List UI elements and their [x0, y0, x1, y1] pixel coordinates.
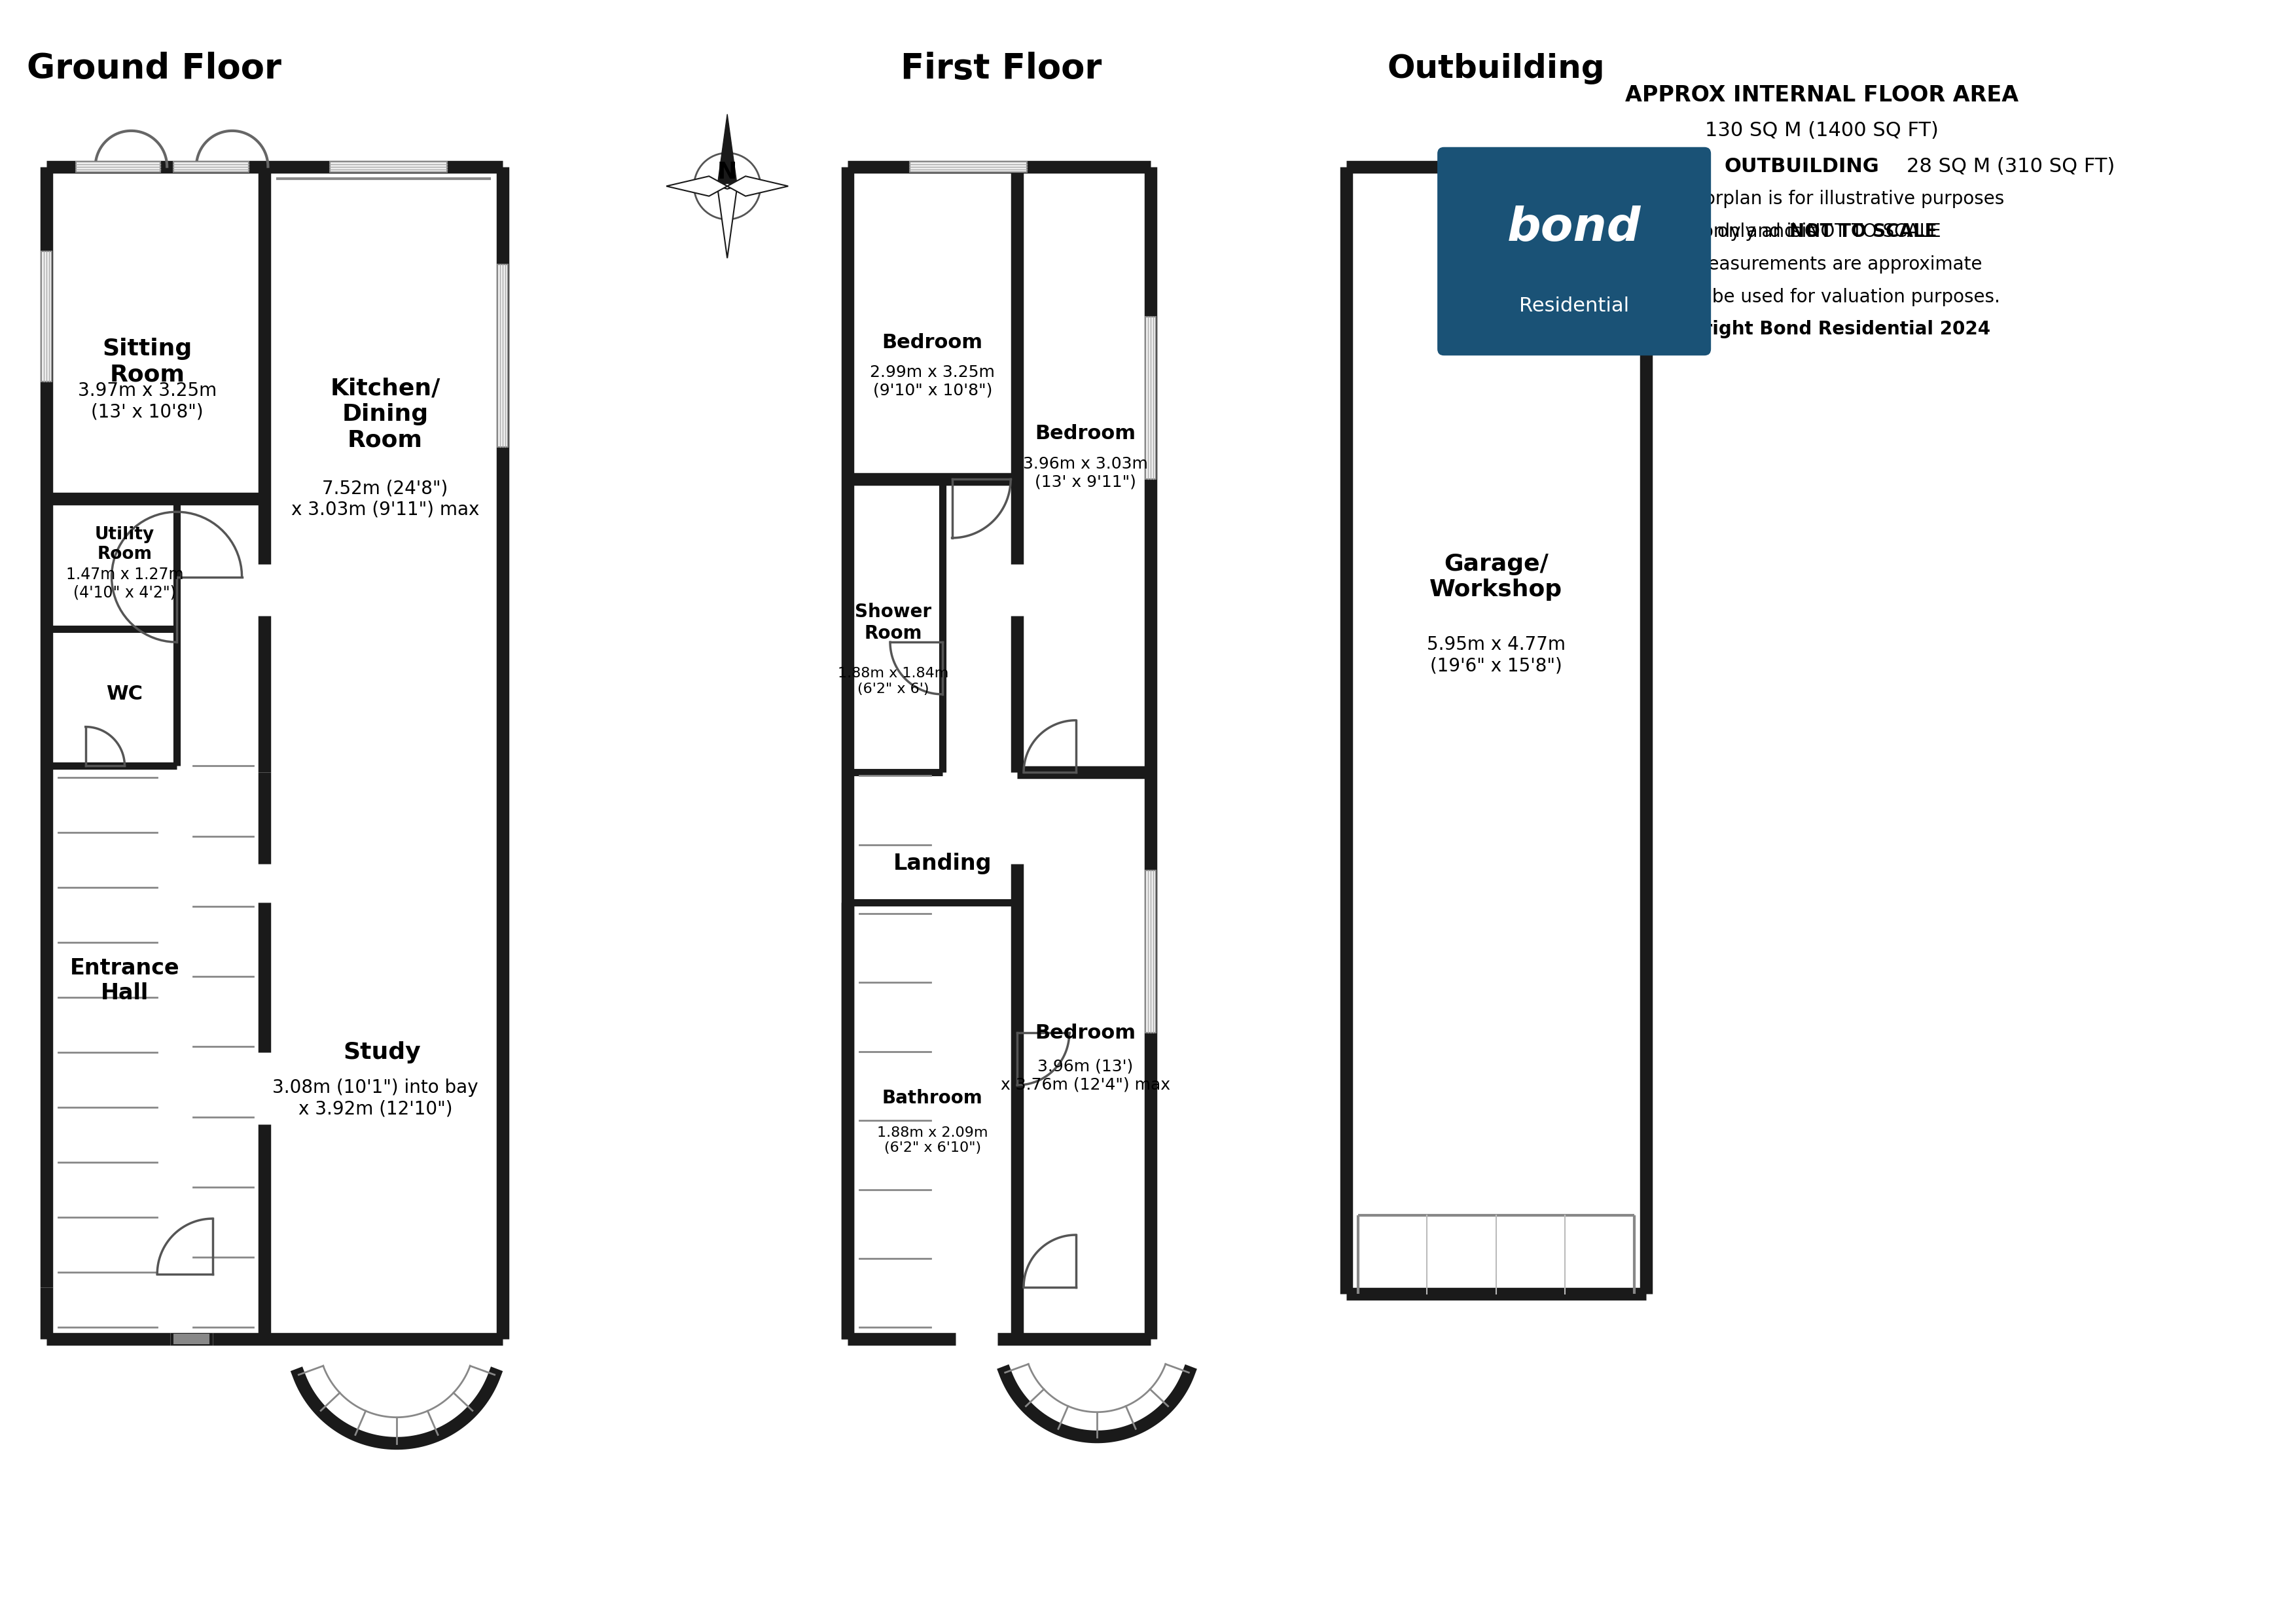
Text: only and is NOT TO SCALE: only and is NOT TO SCALE [1701, 222, 1940, 240]
Text: Bathroom: Bathroom [882, 1089, 983, 1107]
Text: All measurements are approximate: All measurements are approximate [1662, 255, 1981, 274]
Text: 1.47m x 1.27m
(4'10" x 4'2"): 1.47m x 1.27m (4'10" x 4'2") [67, 566, 184, 601]
Bar [1146, 870, 1155, 1032]
Text: Copyright Bond Residential 2024: Copyright Bond Residential 2024 [1653, 320, 1991, 339]
Text: only and is: only and is [1717, 222, 1821, 240]
Text: Landing: Landing [893, 852, 992, 875]
Text: bond: bond [1506, 204, 1642, 250]
Text: Residential: Residential [1520, 297, 1630, 315]
Text: Utility
Room: Utility Room [94, 526, 154, 563]
Text: Outbuilding: Outbuilding [1387, 54, 1605, 84]
Text: 3.96m (13')
x 3.76m (12'4") max: 3.96m (13') x 3.76m (12'4") max [1001, 1058, 1171, 1092]
Text: Sitting
Room: Sitting Room [103, 338, 193, 386]
Bar [41, 252, 53, 381]
Text: 2.99m x 3.25m
(9'10" x 10'8"): 2.99m x 3.25m (9'10" x 10'8") [870, 365, 994, 399]
Text: Bedroom: Bedroom [1035, 1024, 1137, 1042]
Bar [498, 265, 507, 446]
Text: APPROX INTERNAL FLOOR AREA: APPROX INTERNAL FLOOR AREA [1626, 84, 2018, 105]
Text: 1.88m x 1.84m
(6'2" x 6'): 1.88m x 1.84m (6'2" x 6') [838, 667, 948, 695]
Text: Bedroom: Bedroom [1035, 424, 1137, 443]
Text: 5.95m x 4.77m
(19'6" x 15'8"): 5.95m x 4.77m (19'6" x 15'8") [1426, 635, 1566, 675]
Polygon shape [728, 177, 788, 196]
Text: 7.52m (24'8")
x 3.03m (9'11") max: 7.52m (24'8") x 3.03m (9'11") max [292, 479, 480, 519]
Bar [174, 161, 248, 172]
Text: WC: WC [106, 685, 142, 704]
Text: 3.97m x 3.25m
(13' x 10'8"): 3.97m x 3.25m (13' x 10'8") [78, 381, 216, 420]
Bar [174, 1334, 209, 1344]
Bar [909, 161, 1026, 172]
Text: 130 SQ M (1400 SQ FT): 130 SQ M (1400 SQ FT) [1706, 122, 1938, 140]
Text: Kitchen/
Dining
Room: Kitchen/ Dining Room [331, 377, 441, 451]
Text: 3.08m (10'1") into bay
x 3.92m (12'10"): 3.08m (10'1") into bay x 3.92m (12'10") [273, 1078, 478, 1118]
FancyBboxPatch shape [1437, 148, 1711, 355]
Text: NOT TO SCALE: NOT TO SCALE [1789, 222, 1938, 240]
Text: Garage/
Workshop: Garage/ Workshop [1430, 553, 1564, 601]
Text: OUTBUILDING: OUTBUILDING [1724, 157, 1878, 177]
Text: N: N [716, 161, 737, 183]
Bar [1146, 316, 1155, 479]
Text: 28 SQ M (310 SQ FT): 28 SQ M (310 SQ FT) [1906, 157, 2115, 177]
Polygon shape [716, 114, 737, 187]
Bar [76, 161, 161, 172]
Text: Ground Floor: Ground Floor [28, 52, 280, 86]
Polygon shape [716, 187, 737, 258]
Bar [331, 161, 448, 172]
Text: Bedroom: Bedroom [882, 333, 983, 352]
Text: NOT to be used for valuation purposes.: NOT to be used for valuation purposes. [1644, 287, 2000, 307]
Text: Study: Study [342, 1042, 420, 1063]
Text: 1.88m x 2.09m
(6'2" x 6'10"): 1.88m x 2.09m (6'2" x 6'10") [877, 1126, 987, 1154]
Text: First Floor: First Floor [900, 52, 1102, 86]
Text: This floorplan is for illustrative purposes: This floorplan is for illustrative purpo… [1639, 190, 2004, 208]
Text: 3.96m x 3.03m
(13' x 9'11"): 3.96m x 3.03m (13' x 9'11") [1024, 456, 1148, 490]
Text: Entrance
Hall: Entrance Hall [69, 958, 179, 1005]
Text: Shower
Room: Shower Room [854, 602, 932, 643]
Polygon shape [666, 177, 728, 196]
